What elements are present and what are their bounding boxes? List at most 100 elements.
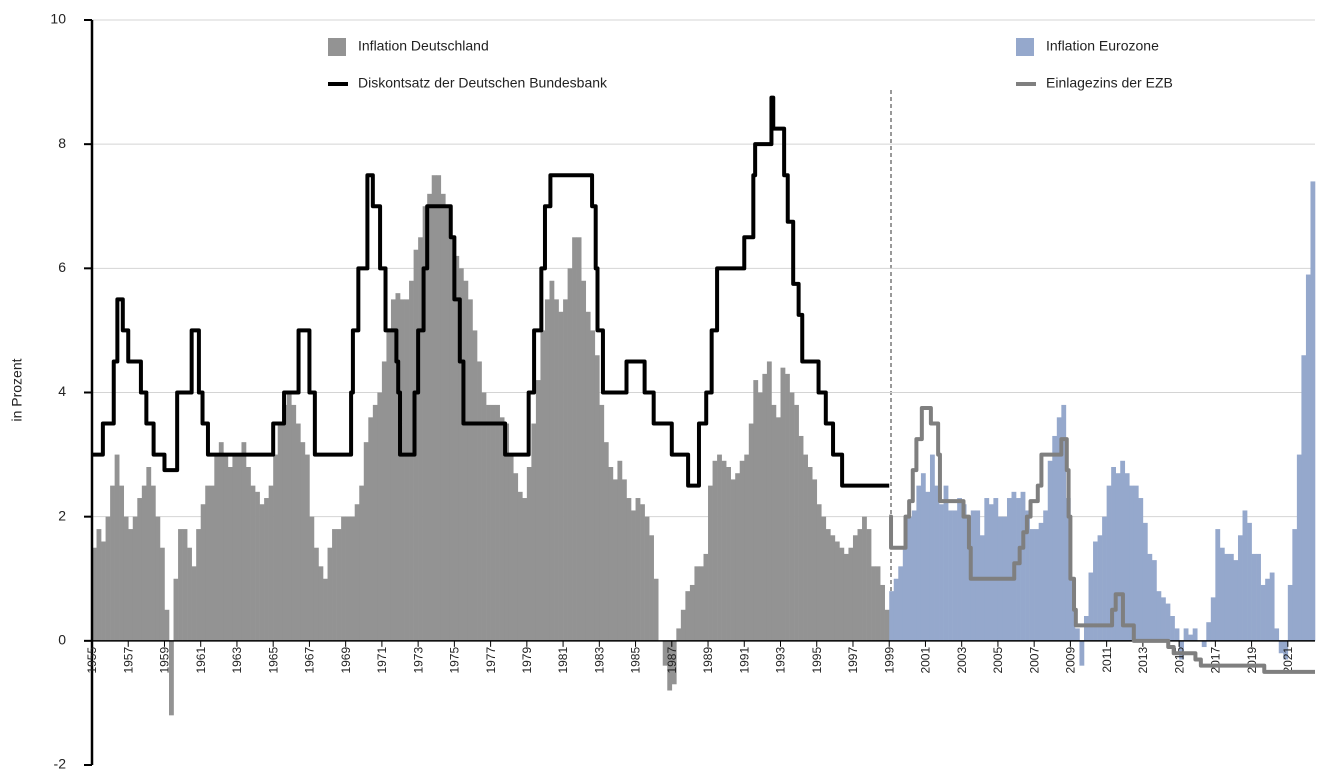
bar [929,454,935,641]
x-tick-label: 1975 [448,647,462,674]
bar [943,485,949,641]
bar [685,591,691,641]
x-tick-label: 2011 [1100,647,1114,673]
bar [821,516,827,641]
bar [1274,628,1280,641]
x-tick-label: 1959 [158,647,172,674]
bar [825,529,831,641]
bar [246,467,251,641]
bar [617,460,623,641]
x-tick-label: 1993 [774,647,788,674]
bar [150,485,156,641]
x-tick-label: 2019 [1245,647,1259,674]
bar [830,535,836,641]
bar [934,485,940,641]
bar [486,404,491,641]
x-tick-label: 2017 [1209,647,1223,674]
bar [735,473,741,641]
bar [907,516,913,641]
bar [1174,628,1180,641]
bar [368,417,374,641]
x-tick-label: 2007 [1027,647,1041,674]
legend-swatch [328,38,346,56]
bar [757,392,763,641]
bar [920,473,926,641]
bar [1038,522,1044,641]
bar [196,529,202,641]
bar [798,435,804,641]
x-tick-label: 1981 [556,647,570,674]
bar [1056,417,1062,641]
x-tick-label: 1983 [592,647,606,674]
bar [762,373,768,641]
bar [794,404,799,641]
bar [608,467,614,641]
bar [336,529,342,641]
bar [318,566,324,641]
bar [1120,460,1126,641]
bar [803,454,808,641]
x-tick-label: 1997 [846,647,860,674]
bar [966,516,972,641]
bar [576,237,582,641]
line [92,95,890,488]
bar [1165,603,1171,641]
x-tick-label: 1991 [737,647,751,674]
bar [114,454,120,641]
bar [1052,435,1058,641]
x-tick-label: 1961 [194,647,208,674]
bar [572,237,577,641]
y-axis-label: in Prozent [9,358,25,421]
x-tick-label: 1973 [411,647,425,674]
bar [816,504,822,641]
x-tick-label: 1957 [121,647,135,674]
bar [1160,597,1166,641]
bar [1093,541,1098,641]
bar [789,392,795,641]
x-tick-label: 1987 [665,647,679,674]
bar [1206,622,1212,641]
bar [1034,529,1039,641]
bar [721,460,727,641]
bar [1065,498,1071,641]
bar [295,423,301,641]
bar [341,516,346,641]
bar [839,547,845,641]
x-tick-label: 1955 [85,647,99,674]
bar [1097,535,1103,641]
bar [458,268,464,641]
bar [540,330,546,641]
legend-label: Inflation Eurozone [1046,38,1159,54]
bar [1043,510,1049,641]
bar [875,566,881,641]
bar [123,516,129,641]
bar [871,566,876,641]
bar [1183,628,1189,641]
bar [128,529,134,641]
legend-label: Inflation Deutschland [358,38,489,54]
bar [1251,553,1257,641]
x-tick-label: 2005 [991,647,1005,674]
bar [164,609,170,641]
bar [531,423,537,641]
bar [286,392,292,641]
x-tick-label: 1967 [303,647,317,674]
bar [834,541,840,641]
bar [96,529,102,641]
bar [599,404,605,641]
bar [1301,355,1307,641]
bar [490,404,496,641]
x-tick-label: 1963 [230,647,244,674]
bar [277,423,283,641]
bar [1265,578,1271,641]
bar [626,498,632,641]
y-tick-label: 0 [58,632,66,648]
bar [187,547,192,641]
y-tick-label: 2 [58,507,66,523]
bar [689,584,695,641]
bar [327,547,333,641]
bar [132,516,138,641]
bar [1310,181,1316,641]
bar [273,454,279,641]
